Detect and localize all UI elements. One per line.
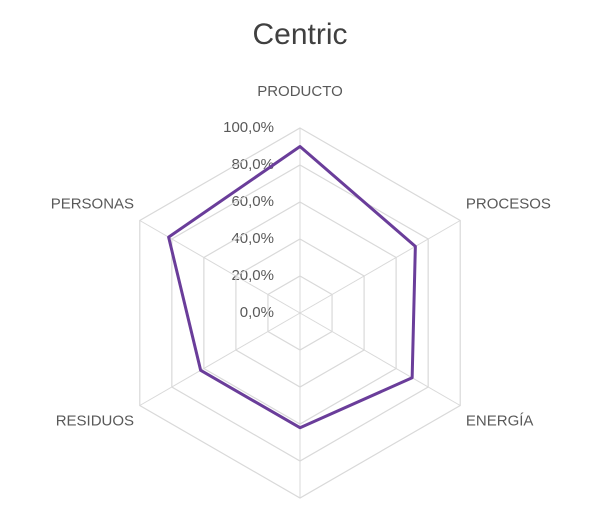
grid-ring <box>139 127 461 499</box>
category-label: PROCESOS <box>466 195 551 212</box>
category-label: RESIDUOS <box>56 412 134 429</box>
y-tick-label: 20,0% <box>231 267 274 284</box>
grid-ring <box>235 238 365 388</box>
y-tick-label: 100,0% <box>223 119 274 136</box>
spoke <box>139 220 301 314</box>
y-tick-label: 60,0% <box>231 193 274 210</box>
y-tick-label: 0,0% <box>240 304 274 321</box>
grid-ring <box>267 275 333 351</box>
y-tick-label: 80,0% <box>231 156 274 173</box>
series-line <box>167 145 417 430</box>
spoke <box>139 312 301 406</box>
grid-ring <box>203 201 397 425</box>
category-label: PERSONAS <box>51 195 134 212</box>
spoke <box>299 220 461 314</box>
grid-ring <box>171 164 429 462</box>
chart-title: Centric <box>252 18 347 51</box>
spoke <box>299 312 461 406</box>
category-label: ENERGÍA <box>466 412 534 429</box>
category-label: PRODUCTO <box>257 83 343 100</box>
y-tick-label: 40,0% <box>231 230 274 247</box>
